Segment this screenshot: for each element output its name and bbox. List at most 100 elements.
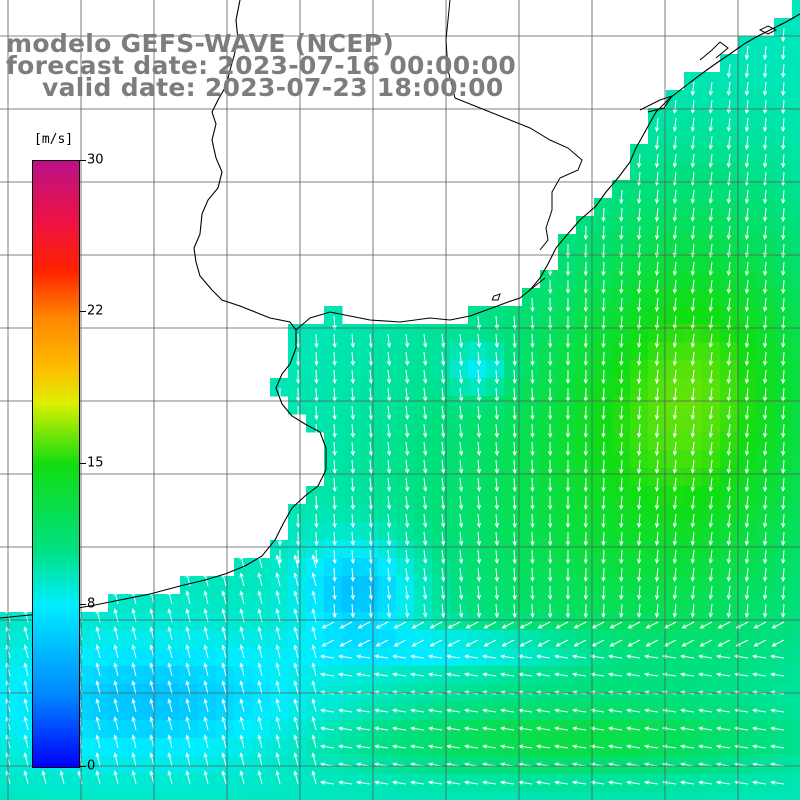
wind-speed-cell: [792, 270, 800, 289]
wind-arrow: [636, 567, 642, 583]
wind-speed-cell: [342, 702, 361, 721]
wind-speed-cell: [360, 468, 379, 487]
wind-speed-cell: [486, 360, 505, 379]
wind-speed-cell: [126, 774, 145, 793]
wind-speed-cell: [432, 522, 451, 541]
wind-arrow: [644, 744, 659, 749]
wind-arrow: [590, 672, 605, 677]
wind-arrow: [338, 780, 353, 785]
colorbar: [32, 160, 80, 768]
wind-speed-cell: [738, 648, 757, 667]
wind-arrow: [422, 585, 428, 601]
wind-speed-cell: [594, 558, 613, 577]
wind-speed-cell: [378, 378, 397, 397]
wind-speed-cell: [666, 630, 685, 649]
wind-arrow: [583, 495, 588, 511]
wind-arrow: [368, 495, 374, 511]
wind-speed-cell: [306, 612, 325, 631]
wind-speed-cell: [540, 594, 559, 613]
wind-arrow: [512, 585, 517, 601]
wind-speed-cell: [792, 306, 800, 325]
wind-arrow: [440, 441, 446, 457]
wind-arrow: [446, 708, 461, 713]
wind-arrow: [583, 405, 588, 421]
wind-arrow: [601, 567, 606, 583]
wind-arrow: [781, 567, 786, 583]
wind-arrow: [583, 315, 588, 331]
wind-speed-cell: [576, 594, 595, 613]
wind-speed-cell: [756, 144, 775, 163]
wind-speed-cell: [540, 792, 559, 800]
wind-arrow: [681, 639, 695, 647]
wind-speed-cell: [702, 162, 721, 181]
wind-speed-cell: [396, 324, 415, 343]
wind-speed-cell: [450, 648, 469, 667]
wind-arrow: [654, 567, 660, 583]
wind-arrow: [386, 369, 392, 385]
wind-speed-cell: [576, 324, 595, 343]
wind-speed-cell: [360, 522, 379, 541]
wind-arrow: [690, 495, 696, 511]
wind-speed-cell: [684, 234, 703, 253]
wind-speed-cell: [342, 666, 361, 685]
wind-arrow: [770, 726, 785, 731]
wind-arrow: [404, 531, 410, 547]
wind-arrow: [350, 369, 355, 385]
wind-arrow: [654, 495, 660, 511]
wind-speed-cell: [396, 666, 415, 685]
wind-arrow: [636, 171, 642, 187]
wind-arrow: [672, 495, 678, 511]
wind-arrow: [386, 531, 392, 547]
wind-arrow: [565, 459, 571, 475]
wind-arrow: [293, 752, 299, 767]
wind-arrow: [726, 189, 732, 205]
wind-speed-cell: [234, 666, 253, 685]
wind-speed-cell: [756, 324, 775, 343]
wind-speed-cell: [684, 702, 703, 721]
wind-speed-cell: [468, 648, 487, 667]
wind-arrow: [726, 441, 732, 457]
wind-arrow: [781, 495, 786, 511]
wind-arrow: [781, 549, 786, 565]
wind-speed-cell: [630, 594, 649, 613]
wind-speed-cell: [234, 774, 253, 793]
wind-speed-cell: [756, 360, 775, 379]
wind-speed-cell: [558, 504, 577, 523]
wind-speed-cell: [540, 576, 559, 595]
wind-arrow: [726, 135, 732, 151]
wind-arrow: [239, 752, 245, 767]
wind-speed-cell: [468, 612, 487, 631]
wind-speed-cell: [720, 468, 739, 487]
wind-speed-cell: [702, 756, 721, 775]
wind-speed-cell: [756, 414, 775, 433]
wind-speed-cell: [558, 486, 577, 505]
wind-arrow: [293, 662, 299, 677]
wind-speed-cell: [378, 738, 397, 757]
wind-speed-cell: [756, 594, 775, 613]
wind-speed-cell: [432, 630, 451, 649]
wind-speed-cell: [792, 216, 800, 235]
wind-arrow: [332, 423, 337, 439]
wind-speed-cell: [738, 450, 757, 469]
wind-arrow: [654, 135, 660, 151]
wind-speed-cell: [702, 792, 721, 800]
wind-speed-cell: [324, 378, 343, 397]
wind-arrow: [458, 549, 464, 565]
wind-speed-cell: [756, 72, 775, 91]
wind-speed-cell: [504, 324, 523, 343]
wind-arrow: [332, 477, 337, 493]
wind-arrow: [699, 621, 713, 629]
wind-speed-cell: [90, 666, 109, 685]
wind-speed-cell: [756, 180, 775, 199]
wind-speed-cell: [792, 630, 800, 649]
wind-speed-cell: [702, 216, 721, 235]
wind-speed-cell: [504, 612, 523, 631]
wind-arrow: [690, 585, 696, 601]
wind-arrow: [458, 333, 464, 349]
wind-speed-cell: [558, 558, 577, 577]
wind-arrow: [239, 680, 245, 695]
wind-arrow: [410, 744, 425, 749]
wind-speed-cell: [0, 756, 19, 775]
wind-speed-cell: [792, 720, 800, 739]
